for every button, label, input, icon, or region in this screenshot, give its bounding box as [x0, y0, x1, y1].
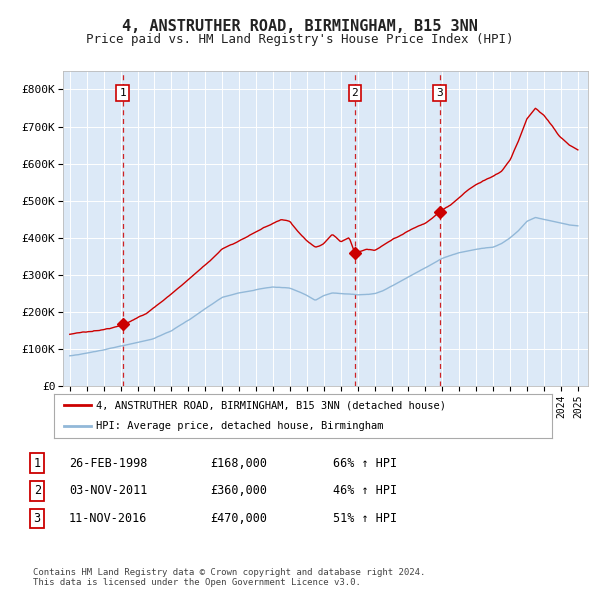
- Text: Contains HM Land Registry data © Crown copyright and database right 2024.
This d: Contains HM Land Registry data © Crown c…: [33, 568, 425, 587]
- Text: 1: 1: [119, 88, 126, 98]
- Text: 3: 3: [34, 512, 41, 525]
- Text: 66% ↑ HPI: 66% ↑ HPI: [333, 457, 397, 470]
- Text: Price paid vs. HM Land Registry's House Price Index (HPI): Price paid vs. HM Land Registry's House …: [86, 33, 514, 46]
- Text: £360,000: £360,000: [210, 484, 267, 497]
- Text: 46% ↑ HPI: 46% ↑ HPI: [333, 484, 397, 497]
- Text: £470,000: £470,000: [210, 512, 267, 525]
- Text: 4, ANSTRUTHER ROAD, BIRMINGHAM, B15 3NN (detached house): 4, ANSTRUTHER ROAD, BIRMINGHAM, B15 3NN …: [97, 401, 446, 411]
- Text: 3: 3: [436, 88, 443, 98]
- Text: 2: 2: [34, 484, 41, 497]
- Text: £168,000: £168,000: [210, 457, 267, 470]
- Text: 2: 2: [352, 88, 358, 98]
- Text: 26-FEB-1998: 26-FEB-1998: [69, 457, 148, 470]
- Text: HPI: Average price, detached house, Birmingham: HPI: Average price, detached house, Birm…: [97, 421, 384, 431]
- Text: 4, ANSTRUTHER ROAD, BIRMINGHAM, B15 3NN: 4, ANSTRUTHER ROAD, BIRMINGHAM, B15 3NN: [122, 19, 478, 34]
- Text: 11-NOV-2016: 11-NOV-2016: [69, 512, 148, 525]
- Text: 51% ↑ HPI: 51% ↑ HPI: [333, 512, 397, 525]
- Text: 1: 1: [34, 457, 41, 470]
- Text: 03-NOV-2011: 03-NOV-2011: [69, 484, 148, 497]
